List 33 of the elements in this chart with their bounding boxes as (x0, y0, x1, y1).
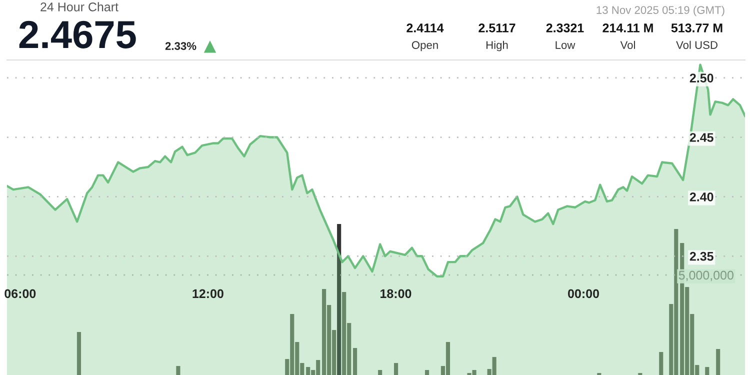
text: High (486, 40, 508, 52)
x-tick-label: 12:00 (192, 289, 224, 298)
y-tick-label: 2.50 (690, 74, 714, 82)
bar (659, 352, 664, 375)
text: 2.4114 (406, 24, 444, 32)
text: 2.3321 (546, 24, 584, 32)
x-tick-label: 00:00 (568, 289, 599, 298)
text: 13 Nov 2025 05:19 (GMT) (596, 6, 724, 16)
bar (705, 367, 710, 375)
text: 2.4675 (19, 20, 136, 48)
y-tick-label: 2.45 (690, 133, 714, 142)
text: 513.77 M (671, 24, 722, 32)
text: Open (412, 41, 438, 52)
text: Vol USD (676, 40, 718, 49)
bar (716, 349, 720, 375)
text: Low (556, 41, 576, 49)
y2-tick-label: 5,000,000 (678, 270, 734, 282)
y-tick-label: 2.40 (690, 192, 714, 202)
chart-title: 24 Hour Chart (40, 2, 118, 12)
bar (394, 363, 398, 375)
text: 214.11 M (602, 24, 653, 32)
bar (176, 366, 180, 375)
text: 2.33% (165, 42, 196, 50)
bar (378, 370, 382, 375)
x-tick-label: 06:00 (4, 289, 36, 298)
y-tick-label: 2.35 (690, 252, 714, 261)
bar (337, 224, 342, 375)
text: 2.5117 (478, 24, 516, 32)
bar (352, 348, 358, 375)
x-tick-label: 18:00 (380, 289, 412, 298)
bar (424, 370, 430, 375)
text: Vol (620, 40, 635, 49)
bar (76, 332, 82, 375)
